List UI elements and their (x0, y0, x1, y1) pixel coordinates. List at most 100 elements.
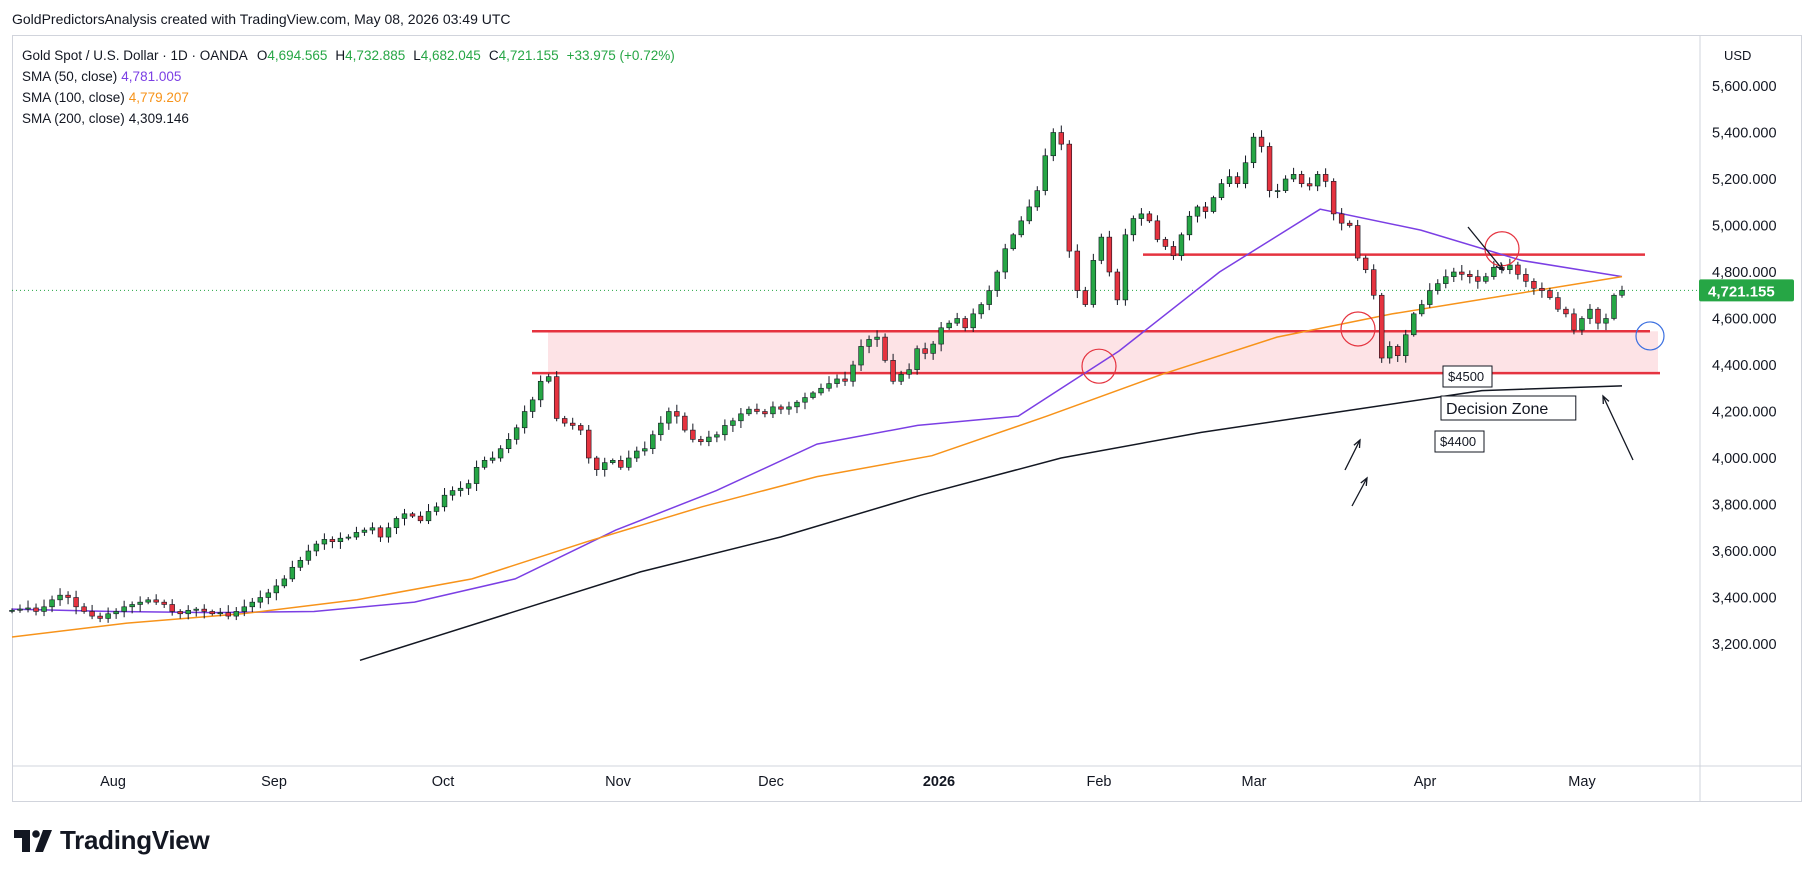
label-4400-text: $4400 (1440, 434, 1476, 449)
candle-body (1194, 206, 1201, 217)
candle-body (457, 487, 464, 491)
tradingview-brand[interactable]: TradingView (14, 825, 210, 856)
candle-body (1082, 290, 1089, 305)
price-tick-label: 5,200.000 (1712, 172, 1777, 188)
candle-body (826, 383, 832, 389)
candle-body (850, 364, 856, 382)
candle-body (89, 611, 95, 617)
candle-body (1274, 190, 1281, 192)
candle-body (610, 460, 616, 463)
candle-body (722, 425, 728, 436)
candle-body (906, 369, 912, 375)
candle-body (1387, 346, 1393, 359)
candle-body (1427, 290, 1433, 305)
time-tick-label: Nov (605, 774, 632, 790)
candle-body (1058, 132, 1065, 145)
candle-body (1611, 294, 1617, 319)
candle-body (1563, 308, 1569, 315)
annotation-arrowhead (1495, 262, 1505, 272)
candle-body (1002, 248, 1008, 273)
time-tick-label: Mar (1242, 774, 1267, 790)
candle-body (521, 411, 528, 429)
candle-body (658, 422, 664, 436)
candle-body (954, 318, 960, 324)
candle-body (970, 313, 976, 329)
candle-body (626, 457, 632, 468)
candle-body (201, 608, 207, 612)
candle-body (978, 304, 984, 315)
price-tick-label: 3,200.000 (1712, 637, 1777, 653)
candle-body (393, 518, 400, 529)
candle-body (594, 457, 600, 470)
candle-body (1050, 132, 1056, 157)
candle-body (305, 550, 312, 561)
candle-body (1338, 213, 1345, 224)
price-tick-label: 4,600.000 (1712, 312, 1777, 328)
candle-body (810, 392, 816, 398)
candle-body (537, 380, 544, 401)
annotation-arrow (1351, 477, 1368, 507)
candle-body (81, 606, 87, 612)
candle-body (1354, 225, 1361, 259)
candle-body (1210, 197, 1217, 212)
candle-body (682, 415, 688, 431)
candle-body (1226, 176, 1233, 184)
candle-body (890, 360, 896, 382)
sma-label: SMA (50, close) (22, 69, 118, 84)
candle-body (1138, 213, 1145, 219)
candle-body (1419, 304, 1425, 315)
candle-body (1202, 206, 1209, 212)
candle-body (385, 527, 392, 538)
time-tick-label: Sep (261, 774, 287, 790)
price-tick-label: 3,600.000 (1712, 544, 1777, 560)
candle-body (1330, 181, 1337, 215)
sma-value: 4,779.207 (128, 90, 189, 105)
candle-body (1322, 174, 1329, 182)
candle-body (241, 606, 247, 612)
time-tick-label: 2026 (923, 774, 955, 790)
candle-body (650, 434, 656, 449)
candle-body (1026, 206, 1032, 222)
label-4500: $4500 (1442, 365, 1493, 388)
candle-body (1547, 290, 1553, 298)
chart-frame[interactable] (12, 35, 1802, 802)
candle-body (209, 611, 215, 615)
candle-body (842, 378, 848, 382)
candle-body (1459, 271, 1465, 275)
annotation-arrow (1467, 226, 1504, 271)
legend-sma-row[interactable]: SMA (50, close) 4,781.005 (22, 66, 675, 87)
candle-body (329, 539, 336, 543)
price-tick-label: 3,400.000 (1712, 591, 1777, 607)
candle-body (497, 448, 504, 459)
candle-body (1154, 220, 1161, 240)
price-tick-label: 3,800.000 (1712, 498, 1777, 514)
candle-body (121, 606, 127, 612)
candle-body (754, 408, 760, 412)
candle-body (529, 399, 536, 412)
candle-body (1483, 276, 1489, 282)
chart-attribution: GoldPredictorsAnalysis created with Trad… (12, 11, 511, 27)
candle-body (1290, 174, 1297, 180)
legend-sma-row[interactable]: SMA (100, close) 4,779.207 (22, 87, 675, 108)
candle-body (1298, 174, 1305, 184)
candle-body (1074, 250, 1081, 291)
legend-symbol-row[interactable]: Gold Spot / U.S. Dollar · 1D · OANDA O4,… (22, 45, 675, 66)
candle-body (33, 607, 39, 612)
currency-selector[interactable]: USD (1724, 48, 1752, 63)
label-4400-box (1434, 430, 1485, 453)
time-tick-label: May (1568, 774, 1596, 790)
candle-body (49, 599, 55, 608)
annotation-arrowhead (1602, 394, 1610, 405)
candle-body (1122, 234, 1129, 301)
candle-body (674, 411, 680, 417)
price-tick-label: 4,400.000 (1712, 358, 1777, 374)
annotation-arrow (1602, 395, 1634, 461)
candle-body (153, 599, 159, 603)
candle-body (9, 609, 15, 612)
time-tick-label: Dec (758, 774, 784, 790)
candle-body (1451, 271, 1457, 277)
candle-body (505, 439, 512, 449)
last-price-badge (1699, 279, 1794, 302)
legend-sma-row[interactable]: SMA (200, close) 4,309.146 (22, 108, 675, 129)
